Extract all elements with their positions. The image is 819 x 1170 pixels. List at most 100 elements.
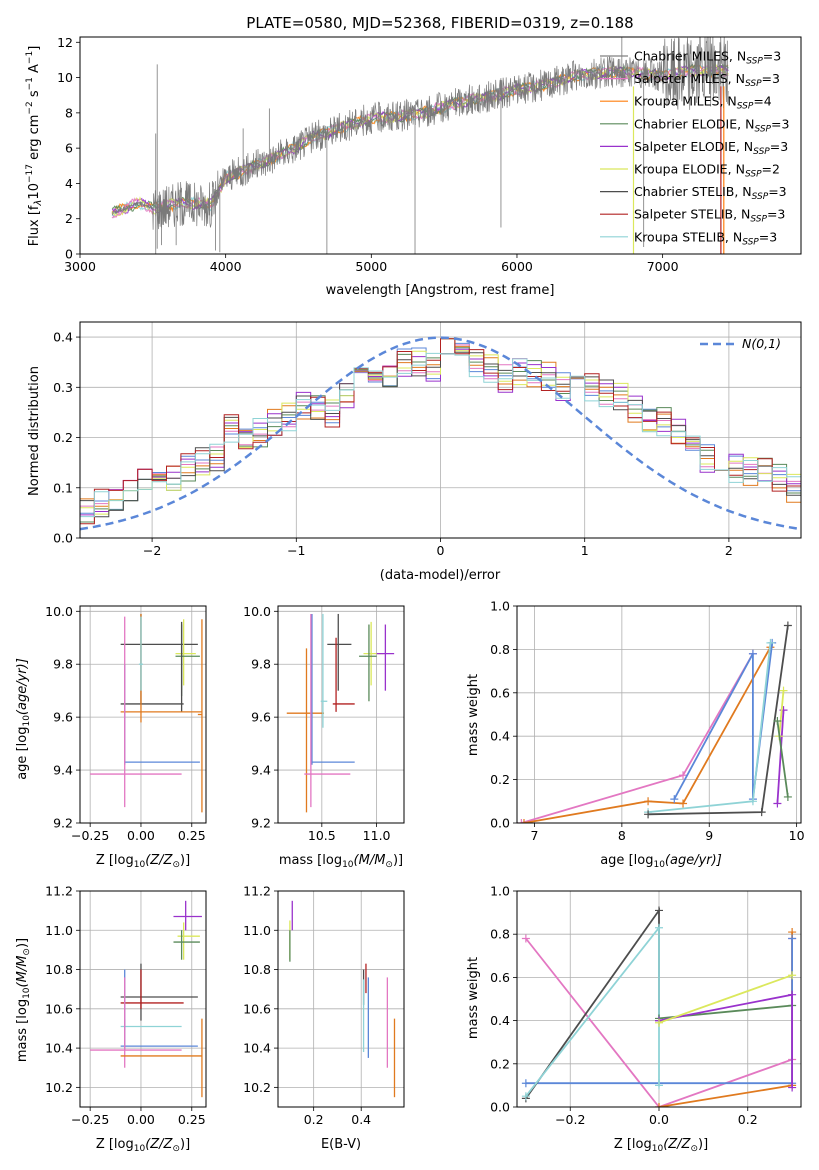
y-tick-label: 4 bbox=[65, 176, 73, 191]
weight-marker bbox=[766, 638, 775, 647]
axes-frame bbox=[79, 36, 802, 255]
legend-name: Chabrier ELODIE, N bbox=[634, 116, 754, 131]
legend-sub: SSP bbox=[750, 215, 767, 225]
Z-xlabel-row2: Z [log10(Z/Z⊙)] bbox=[96, 1137, 190, 1154]
x-tick-label: 0.25 bbox=[178, 1112, 206, 1127]
mass-vs-metallicity-panel: −0.25 0.00 0.25 10.2 10.4 10.6 10.8 11.0 11.2 bbox=[45, 884, 207, 1127]
weight-marker bbox=[521, 1092, 530, 1101]
weight-marker bbox=[655, 1103, 663, 1107]
legend-label: Kroupa MILES, NSSP=4 bbox=[634, 94, 772, 112]
weight-marker bbox=[773, 717, 782, 726]
axes-frame bbox=[516, 605, 802, 824]
weight-line bbox=[525, 925, 660, 1097]
y-tick-label: 0.8 bbox=[490, 927, 510, 942]
histogram-step-line bbox=[80, 348, 801, 516]
weight-marker bbox=[779, 686, 788, 695]
y-tick-label: 10.6 bbox=[243, 1001, 271, 1016]
x-tick-label: 5000 bbox=[355, 259, 387, 274]
y-tick-label: 10.8 bbox=[243, 962, 271, 977]
legend-value: =3 bbox=[762, 71, 780, 86]
x-tick-label: 2 bbox=[725, 543, 733, 558]
errorbar-area bbox=[90, 613, 203, 813]
y-tick-label: 1.0 bbox=[490, 599, 510, 614]
histogram-step-line bbox=[80, 352, 801, 518]
legend-sub: SSP bbox=[745, 79, 762, 89]
age-xlabel-row1: age [log10(age/yr)] bbox=[600, 853, 722, 870]
y-tick-label: 10.6 bbox=[45, 1001, 73, 1016]
legend-value: =4 bbox=[753, 94, 771, 109]
axes-frame bbox=[516, 890, 802, 1108]
x-tick-label: 0.00 bbox=[127, 828, 155, 843]
weight-marker bbox=[788, 1083, 797, 1092]
weight-marker bbox=[788, 990, 797, 999]
y-tick-label: 1.0 bbox=[490, 884, 510, 899]
legend-name: Salpeter MILES, N bbox=[634, 71, 745, 86]
legend-label: Salpeter MILES, NSSP=3 bbox=[634, 71, 780, 89]
y-tick-label: 9.6 bbox=[251, 710, 271, 725]
legend-name: Kroupa MILES, N bbox=[634, 94, 737, 109]
x-tick-label: 0 bbox=[437, 543, 445, 558]
weight-marker bbox=[679, 771, 688, 780]
legend-sub: SSP bbox=[754, 124, 771, 134]
legend-sub: SSP bbox=[753, 147, 770, 157]
weight-line bbox=[521, 653, 754, 823]
gaussian-curve bbox=[80, 336, 801, 531]
x-tick-label: 7000 bbox=[647, 259, 679, 274]
y-tick-label: 10.0 bbox=[243, 604, 271, 619]
y-tick-label: 6 bbox=[65, 141, 73, 156]
age-ylabel-left: age [log10(age/yr)] bbox=[15, 658, 32, 780]
weight-line bbox=[776, 720, 789, 798]
y-tick-label: 0.4 bbox=[53, 330, 73, 345]
x-tick-label: 0.2 bbox=[304, 1112, 324, 1127]
legend-label: Chabrier STELIB, NSSP=3 bbox=[634, 184, 787, 202]
weight-marker bbox=[655, 923, 663, 932]
x-tick-label: −2 bbox=[143, 543, 161, 558]
histogram-step-line bbox=[80, 338, 801, 515]
x-tick-label: 10.5 bbox=[308, 828, 336, 843]
weight-marker bbox=[655, 1018, 663, 1027]
spectrum-xlabel: wavelength [Angstrom, rest frame] bbox=[326, 283, 555, 298]
residuals-panel: −2 −1 0 1 2 0.0 0.1 0.2 0.3 0.4 N(0,1) bbox=[53, 321, 802, 558]
weight-line bbox=[673, 642, 774, 800]
histogram-step-line bbox=[80, 338, 801, 525]
legend-value: =3 bbox=[771, 116, 789, 131]
residuals-ylabel: Normed distribution bbox=[27, 366, 42, 496]
gaussian-legend-label: N(0,1) bbox=[742, 336, 781, 351]
x-tick-label: 7 bbox=[531, 828, 539, 843]
y-tick-label: 0.4 bbox=[490, 729, 510, 744]
y-tick-label: 11.2 bbox=[45, 884, 73, 899]
spectrum-panel: 3000 4000 5000 6000 7000 0 2 4 6 8 10 12 Chabrier MI… bbox=[57, 35, 802, 274]
weight-line bbox=[658, 993, 793, 1088]
weight-line bbox=[776, 710, 785, 804]
y-tick-label: 9.8 bbox=[251, 657, 271, 672]
legend-value: =3 bbox=[759, 229, 777, 244]
legend-sub: SSP bbox=[746, 57, 763, 67]
legend-value: =3 bbox=[767, 207, 785, 222]
y-tick-label: 9.2 bbox=[53, 816, 73, 831]
weight-line bbox=[523, 646, 772, 823]
residuals-xlabel: (data-model)/error bbox=[380, 568, 501, 583]
weight-vs-age-panel: 7 8 9 10 0.0 0.2 0.4 0.6 0.8 1.0 bbox=[490, 599, 805, 844]
errorbar-area bbox=[286, 613, 395, 813]
y-tick-label: 11.2 bbox=[243, 884, 271, 899]
x-tick-label: 6000 bbox=[501, 259, 533, 274]
histogram-step-line bbox=[80, 351, 801, 518]
legend-sub: SSP bbox=[742, 237, 759, 247]
weight-marker bbox=[521, 1079, 530, 1088]
histogram-step-line bbox=[80, 345, 801, 507]
weight-marker bbox=[788, 971, 797, 980]
histogram-step-line bbox=[80, 342, 801, 514]
axes-frame bbox=[277, 605, 405, 824]
mass-vs-extinction-panel: 0.2 0.4 10.2 10.4 10.6 10.8 11.0 11.2 bbox=[243, 884, 405, 1127]
ebv-xlabel: E(B-V) bbox=[321, 1137, 361, 1152]
x-tick-label: 0.0 bbox=[649, 1112, 669, 1127]
y-tick-label: 0.2 bbox=[53, 430, 73, 445]
weight-marker bbox=[644, 797, 653, 806]
weight-marker bbox=[519, 819, 528, 823]
histogram-area bbox=[80, 336, 801, 531]
x-tick-label: 9 bbox=[705, 828, 713, 843]
y-tick-label: 0.8 bbox=[490, 642, 510, 657]
weight-line-area bbox=[521, 906, 797, 1107]
y-tick-label: 2 bbox=[65, 211, 73, 226]
